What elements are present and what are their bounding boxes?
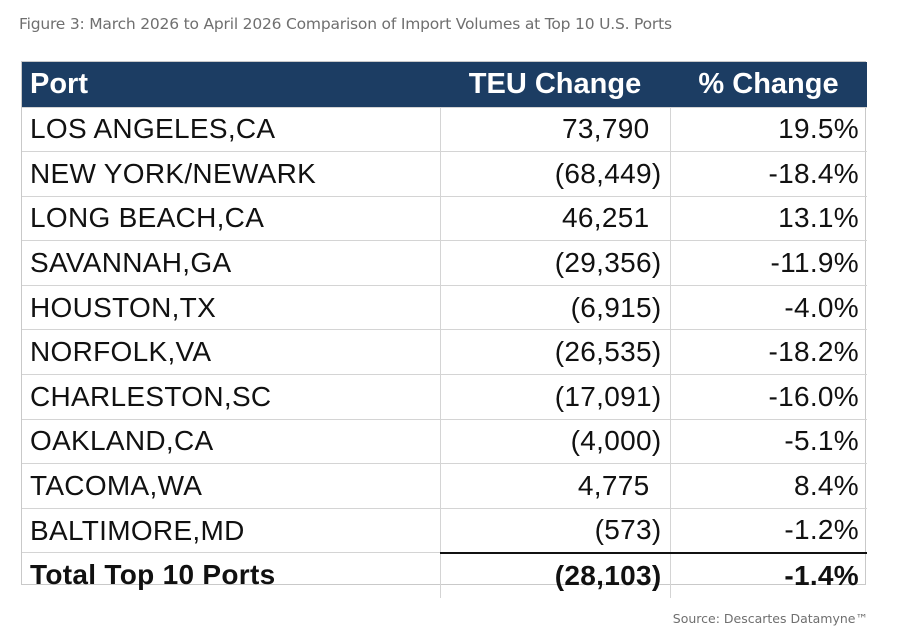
port-name-cell: HOUSTON,TX bbox=[22, 284, 440, 330]
table-row: BALTIMORE,MD (573) -1.2% bbox=[22, 507, 867, 553]
header-pct-change: % Change bbox=[698, 67, 839, 100]
port-name-cell: NORFOLK,VA bbox=[22, 329, 440, 375]
port-name-cell: LONG BEACH,CA bbox=[22, 195, 440, 241]
port-name-cell: TACOMA,WA bbox=[22, 463, 440, 509]
teu-change-cell: (29,356) bbox=[439, 240, 670, 286]
port-name-cell: NEW YORK/NEWARK bbox=[22, 151, 440, 197]
table-row: LOS ANGELES,CA 73,790 19.5% bbox=[22, 106, 867, 152]
total-pct-change-cell: -1.4% bbox=[669, 551, 867, 598]
table-row: LONG BEACH,CA 46,251 13.1% bbox=[22, 195, 867, 241]
table-body: LOS ANGELES,CA 73,790 19.5% NEW YORK/NEWARK… bbox=[22, 106, 867, 598]
teu-change-cell: (4,000) bbox=[439, 418, 670, 464]
header-teu-change: TEU Change bbox=[468, 67, 642, 100]
total-label-cell: Total Top 10 Ports bbox=[22, 552, 440, 598]
teu-change-cell: (6,915) bbox=[439, 284, 670, 330]
teu-change-cell: (26,535) bbox=[439, 329, 670, 375]
teu-change-cell: 73,790 bbox=[439, 106, 670, 152]
total-row: Total Top 10 Ports (28,103) -1.4% bbox=[22, 551, 867, 598]
table-row: SAVANNAH,GA (29,356) -11.9% bbox=[22, 240, 867, 286]
table-row: OAKLAND,CA (4,000) -5.1% bbox=[22, 418, 867, 464]
teu-change-cell: 46,251 bbox=[439, 195, 670, 241]
teu-change-cell: 4,775 bbox=[439, 463, 670, 509]
pct-change-cell: 19.5% bbox=[669, 106, 867, 152]
table-row: CHARLESTON,SC (17,091) -16.0% bbox=[22, 374, 867, 420]
table-row: HOUSTON,TX (6,915) -4.0% bbox=[22, 284, 867, 330]
pct-change-cell: -11.9% bbox=[669, 240, 867, 286]
pct-change-cell: 13.1% bbox=[669, 195, 867, 241]
port-name-cell: OAKLAND,CA bbox=[22, 418, 440, 464]
teu-change-cell: (17,091) bbox=[439, 374, 670, 420]
pct-change-cell: -1.2% bbox=[669, 507, 867, 553]
pct-change-cell: -18.4% bbox=[669, 151, 867, 197]
total-teu-change-cell: (28,103) bbox=[439, 551, 670, 598]
teu-change-cell: (573) bbox=[439, 507, 670, 553]
port-name-cell: BALTIMORE,MD bbox=[22, 507, 440, 553]
pct-change-cell: -16.0% bbox=[669, 374, 867, 420]
pct-change-cell: 8.4% bbox=[669, 463, 867, 509]
table-header-row: Port TEU Change % Change bbox=[22, 62, 867, 107]
source-note: Source: Descartes Datamyne™ bbox=[672, 611, 868, 626]
figure-caption: Figure 3: March 2026 to April 2026 Compa… bbox=[19, 15, 672, 33]
pct-change-cell: -4.0% bbox=[669, 284, 867, 330]
header-port: Port bbox=[30, 67, 88, 100]
port-name-cell: LOS ANGELES,CA bbox=[22, 106, 440, 152]
table-row: NORFOLK,VA (26,535) -18.2% bbox=[22, 329, 867, 375]
port-name-cell: SAVANNAH,GA bbox=[22, 240, 440, 286]
pct-change-cell: -18.2% bbox=[669, 329, 867, 375]
port-name-cell: CHARLESTON,SC bbox=[22, 374, 440, 420]
table-row: TACOMA,WA 4,775 8.4% bbox=[22, 463, 867, 509]
teu-change-cell: (68,449) bbox=[439, 151, 670, 197]
pct-change-cell: -5.1% bbox=[669, 418, 867, 464]
ports-table: Port TEU Change % Change LOS ANGELES,CA 7… bbox=[21, 61, 867, 598]
table-row: NEW YORK/NEWARK (68,449) -18.4% bbox=[22, 151, 867, 197]
